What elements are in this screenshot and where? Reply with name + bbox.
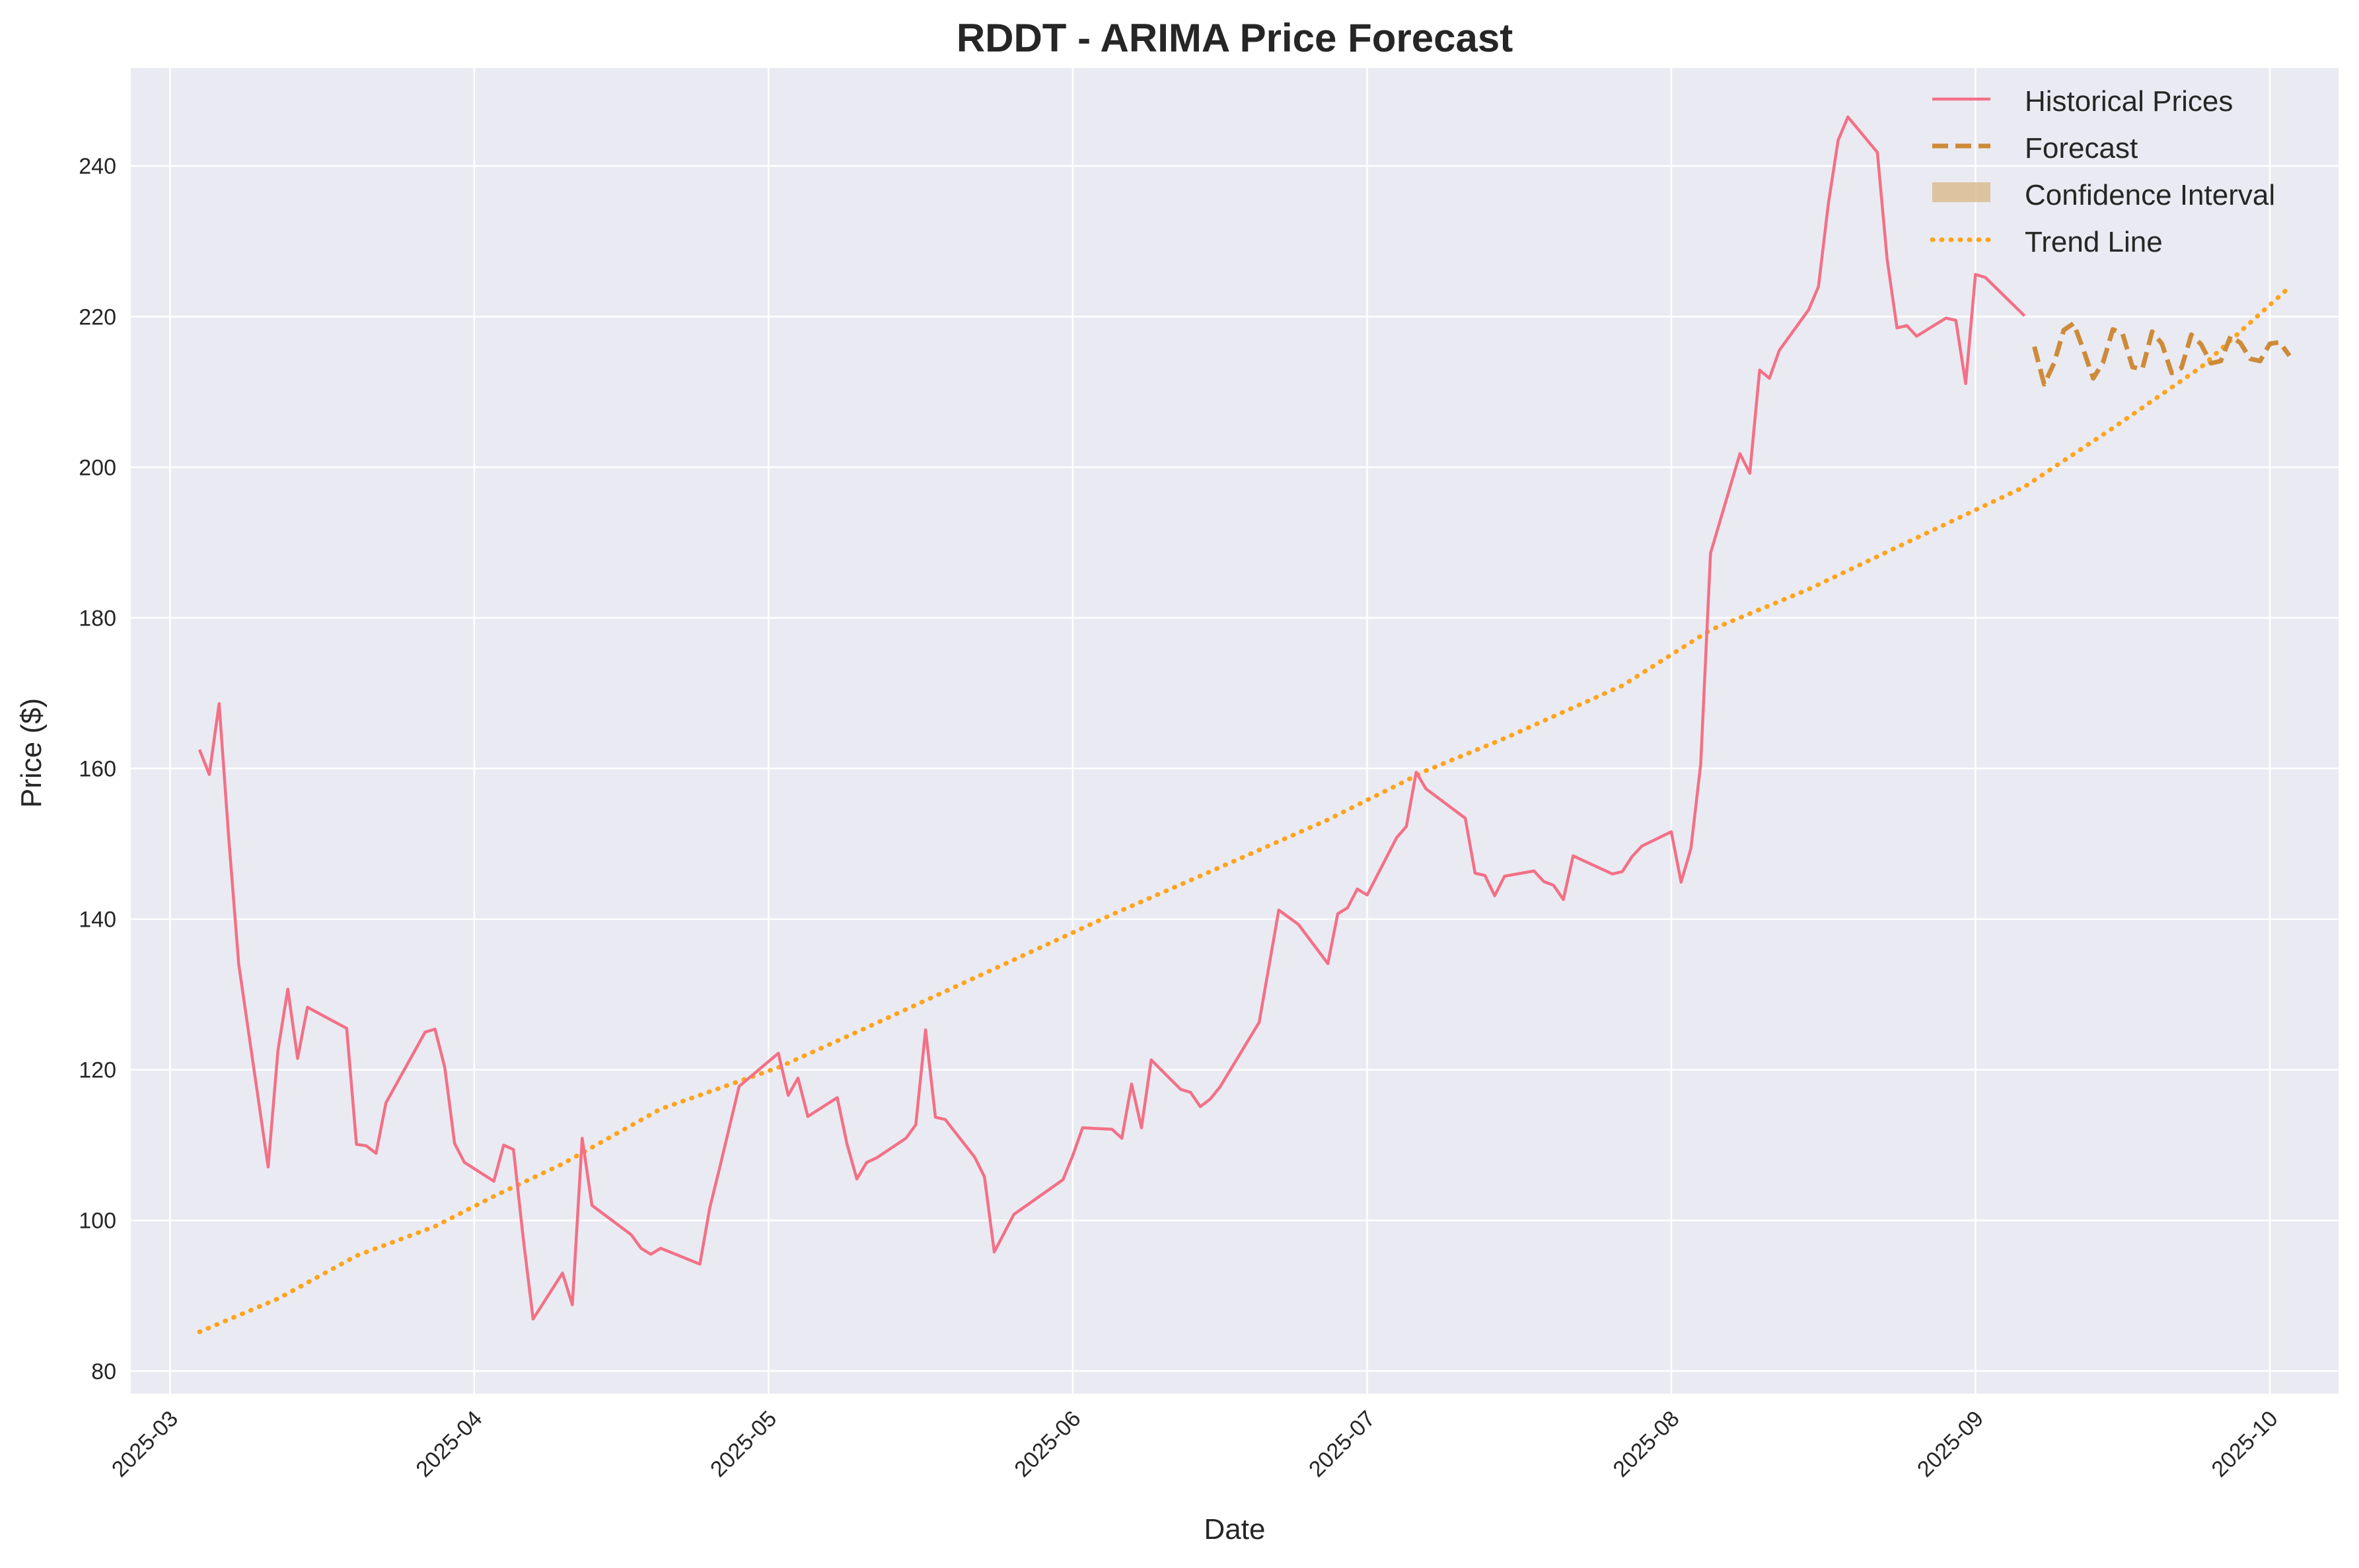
y-tick-label: 80 [91, 1359, 116, 1384]
y-tick-label: 180 [79, 606, 116, 631]
x-axis-label: Date [1204, 1513, 1266, 1546]
y-axis-ticks: 80 100 120 140 160 180 200 220 240 [79, 154, 116, 1384]
y-tick-label: 200 [79, 455, 116, 480]
legend-label-forecast: Forecast [2025, 132, 2138, 164]
y-tick-label: 140 [79, 908, 116, 933]
series-lines [197, 115, 2292, 1334]
grid-lines [131, 68, 2339, 1394]
y-tick-label: 240 [79, 154, 116, 179]
legend-label-trend-line: Trend Line [2025, 226, 2163, 258]
series-trend-line-line [197, 285, 2292, 1334]
y-axis-label: Price ($) [15, 698, 48, 808]
plot-area [131, 68, 2339, 1394]
legend-label-confidence-interval: Confidence Interval [2025, 179, 2275, 211]
series-historical-prices-line [198, 115, 2026, 1321]
series-forecast-line [2032, 321, 2292, 387]
legend: Historical Prices Forecast Confidence Inte… [1930, 85, 2275, 258]
chart-title: RDDT - ARIMA Price Forecast [957, 16, 1513, 60]
y-tick-label: 160 [79, 757, 116, 782]
legend-label-historical-prices: Historical Prices [2025, 85, 2233, 118]
y-tick-label: 120 [79, 1058, 116, 1083]
y-tick-label: 100 [79, 1209, 116, 1234]
legend-swatch-confidence-interval [1932, 182, 1990, 202]
y-tick-label: 220 [79, 304, 116, 330]
